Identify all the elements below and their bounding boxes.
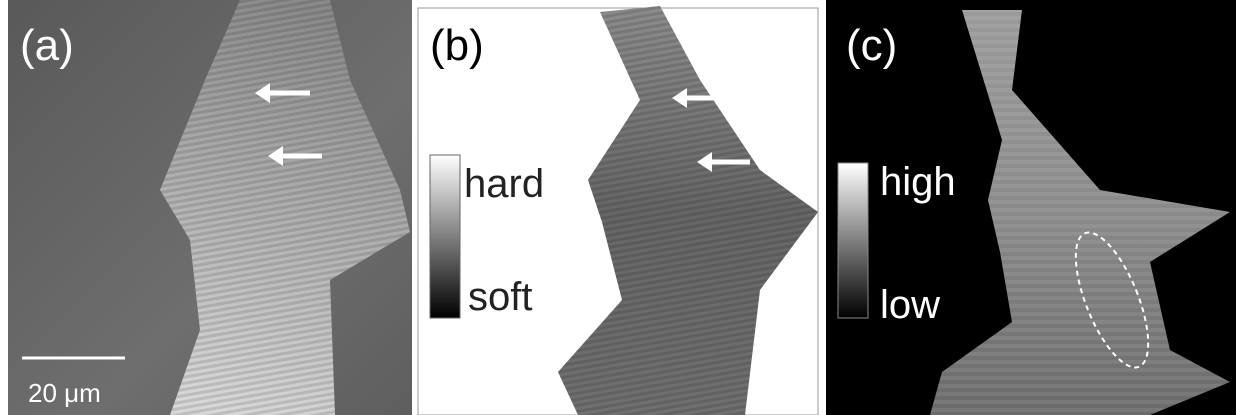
panel-a: 20 μm (a): [8, 0, 412, 415]
colorbar-top-label: hard: [464, 162, 544, 206]
region-outline: [1074, 231, 1150, 369]
colorbar: [429, 154, 461, 319]
colorbar-bottom-label: low: [880, 283, 940, 327]
panel-c: high low (c): [826, 0, 1236, 415]
panel-label: (c): [846, 21, 897, 70]
cell-texture: [160, 0, 410, 415]
panel-label: (a): [20, 21, 74, 70]
arrow-head: [697, 152, 712, 172]
panel-b: hard soft (b): [417, 6, 819, 415]
arrow-head: [255, 83, 270, 103]
arrow-head: [672, 88, 687, 108]
panel-label: (b): [430, 21, 484, 70]
cell-texture: [558, 6, 818, 415]
colorbar-top-label: high: [880, 160, 956, 204]
arrow-head: [268, 146, 283, 166]
cell-texture: [930, 10, 1230, 415]
scale-bar-label: 20 μm: [28, 378, 101, 408]
colorbar-bottom-label: soft: [468, 275, 532, 319]
colorbar: [837, 162, 869, 319]
